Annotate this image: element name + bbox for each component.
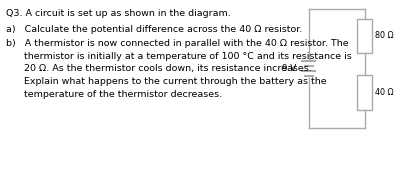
Text: 9 V: 9 V xyxy=(282,64,296,73)
Text: 20 Ω. As the thermistor cools down, its resistance increases.: 20 Ω. As the thermistor cools down, its … xyxy=(6,64,312,74)
Text: Explain what happens to the current through the battery as the: Explain what happens to the current thro… xyxy=(6,77,327,86)
Text: temperature of the thermistor decreases.: temperature of the thermistor decreases. xyxy=(6,90,222,99)
Text: Q3. A circuit is set up as shown in the diagram.: Q3. A circuit is set up as shown in the … xyxy=(6,9,231,18)
Text: thermistor is initially at a temperature of 100 °C and its resistance is: thermistor is initially at a temperature… xyxy=(6,52,352,61)
FancyBboxPatch shape xyxy=(357,75,372,110)
Text: a)   Calculate the potential difference across the 40 Ω resistor.: a) Calculate the potential difference ac… xyxy=(6,25,303,34)
Text: 80 Ω: 80 Ω xyxy=(375,31,394,40)
Text: 40 Ω: 40 Ω xyxy=(375,88,394,97)
Text: b)   A thermistor is now connected in parallel with the 40 Ω resistor. The: b) A thermistor is now connected in para… xyxy=(6,39,349,48)
FancyBboxPatch shape xyxy=(357,19,372,53)
